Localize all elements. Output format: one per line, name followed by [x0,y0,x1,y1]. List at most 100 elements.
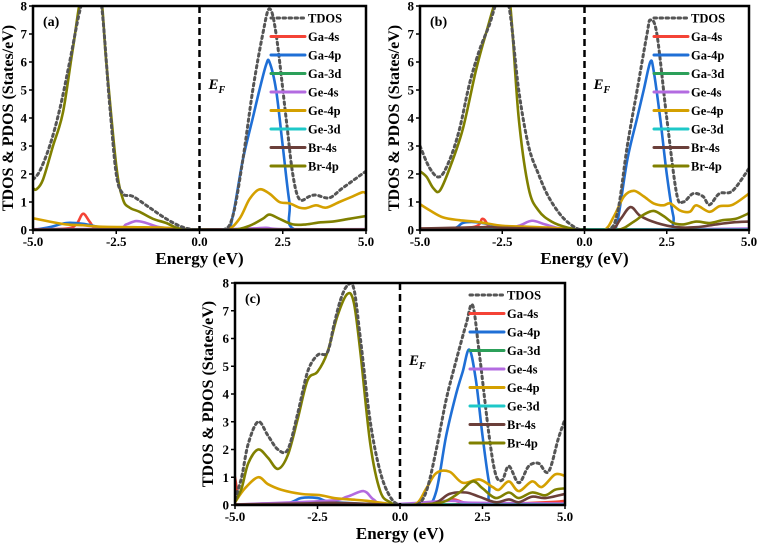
legend-label: Ga-4p [691,49,724,63]
panel-label: (c) [245,292,261,307]
y-tick-label: 4 [21,111,28,126]
series-line-br-4s [235,490,565,505]
x-axis-label: Energy (eV) [540,249,628,268]
y-tick-label: 6 [21,55,28,70]
y-tick-label: 8 [223,276,230,291]
legend-item-ge-4s: Ge-4s [652,86,722,100]
series-line-tdos [420,6,749,230]
legend: TDOS Ga-4s Ga-4p Ga-3d Ge-4s Ge-4p Ge-3d Br-4s B… [269,12,342,174]
fermi-level-label: EF [593,77,611,96]
legend-label: Br-4s [691,141,720,155]
x-tick-label: -2.5 [307,509,328,524]
y-tick-label: 0 [21,223,28,238]
panel-a: EF 0 1 2 3 4 5 6 7 8 -5.0 -2.5 0.0 2.5 5.0 Energy (eV) T… [0,0,374,268]
series-line-br-4p [33,6,366,230]
x-tick-label: 2.5 [474,509,491,524]
legend-item-ge-4s: Ge-4s [468,363,538,377]
legend-item-ge-3d: Ge-3d [269,123,341,137]
panel-label: (b) [430,15,447,30]
legend-label: TDOS [507,289,541,303]
series-line-ge-4p [420,189,749,230]
legend-item-ga-4s: Ga-4s [468,307,538,321]
x-tick-label: 5.0 [741,234,757,249]
y-tick-label: 8 [21,0,28,14]
x-tick-label: -5.0 [225,509,246,524]
y-axis-label: TDOS & PDOS (States/eV) [386,25,403,211]
legend-label: Br-4s [308,141,337,155]
legend-item-ge-3d: Ge-3d [468,400,540,414]
x-tick-label: -2.5 [106,234,127,249]
x-axis-label: Energy (eV) [356,524,444,543]
x-tick-label: -2.5 [492,234,513,249]
legend-label: Ga-4s [507,307,538,321]
series-line-ge-4p [235,469,565,505]
x-tick-label: 0.0 [191,234,207,249]
legend-label: TDOS [308,12,342,26]
y-tick-label: 0 [408,223,415,238]
panel-b: EF 0 1 2 3 4 5 6 7 8 -5.0 -2.5 0.0 2.5 5.0 Energy (eV) T… [386,0,757,268]
legend-item-ga-4s: Ga-4s [269,30,339,44]
x-tick-label: 5.0 [557,509,573,524]
legend-label: Ge-4s [691,86,722,100]
legend-label: Ga-4p [507,326,540,340]
x-tick-label: 2.5 [659,234,676,249]
legend-label: Br-4p [308,160,339,174]
y-tick-label: 7 [408,27,415,42]
series-line-br-4p [235,291,565,505]
legend-label: Br-4s [507,418,536,432]
y-tick-label: 3 [408,139,415,154]
series-line-br-4s [420,205,749,230]
panel-c: EF 0 1 2 3 4 5 6 7 8 -5.0 -2.5 0.0 2.5 5.0 Energy (eV) T… [200,276,573,544]
legend-item-ge-4p: Ge-4p [468,381,540,395]
x-tick-label: -5.0 [410,234,431,249]
legend-label: Ge-4p [507,381,540,395]
legend-item-ge-4s: Ge-4s [269,86,339,100]
x-tick-label: -5.0 [23,234,44,249]
legend-item-br-4p: Br-4p [468,437,538,451]
y-tick-label: 1 [408,195,415,210]
y-tick-label: 1 [21,195,28,210]
legend-item-tdos: TDOS [468,289,541,303]
legend-item-ge-3d: Ge-3d [652,123,724,137]
legend-label: Ge-4s [308,86,339,100]
legend-item-ga-3d: Ga-3d [269,67,341,81]
legend-item-br-4s: Br-4s [269,141,337,155]
legend-label: Ga-3d [507,344,540,358]
legend-label: Ge-3d [308,123,341,137]
legend-item-br-4p: Br-4p [269,160,339,174]
y-tick-label: 4 [408,111,415,126]
legend-item-ga-4s: Ga-4s [652,30,722,44]
legend-label: Ga-4p [308,49,341,63]
series-line-ge-4p [33,187,366,230]
y-tick-label: 2 [223,442,230,457]
series-line-ge-4s [235,489,565,505]
x-axis-label: Energy (eV) [155,249,243,268]
y-tick-label: 5 [408,83,415,98]
fermi-level-label: EF [208,77,226,96]
legend-item-ge-4p: Ge-4p [269,104,341,118]
x-tick-label: 5.0 [358,234,374,249]
legend-label: Ge-3d [507,400,540,414]
legend-item-tdos: TDOS [269,12,342,26]
legend: TDOS Ga-4s Ga-4p Ga-3d Ge-4s Ge-4p Ge-3d Br-4s B… [468,289,541,451]
y-tick-label: 3 [21,139,28,154]
legend-item-ga-3d: Ga-3d [468,344,540,358]
y-tick-label: 2 [21,167,28,182]
y-tick-label: 5 [223,359,230,374]
y-tick-label: 3 [223,414,230,429]
x-tick-label: 0.0 [392,509,408,524]
x-tick-label: 2.5 [275,234,292,249]
legend-label: Ga-3d [308,67,341,81]
series-line-ga-4p [235,348,565,505]
legend-label: Ge-4p [691,104,724,118]
legend-item-ga-3d: Ga-3d [652,67,724,81]
y-tick-label: 4 [223,387,230,402]
legend-item-ga-4p: Ga-4p [269,49,341,63]
y-tick-label: 7 [21,27,28,42]
series-line-br-4p [420,6,749,230]
legend: TDOS Ga-4s Ga-4p Ga-3d Ge-4s Ge-4p Ge-3d Br-4s B… [652,12,725,174]
legend-label: Ge-4p [308,104,341,118]
series-line-tdos [235,283,565,505]
y-tick-label: 5 [21,83,28,98]
